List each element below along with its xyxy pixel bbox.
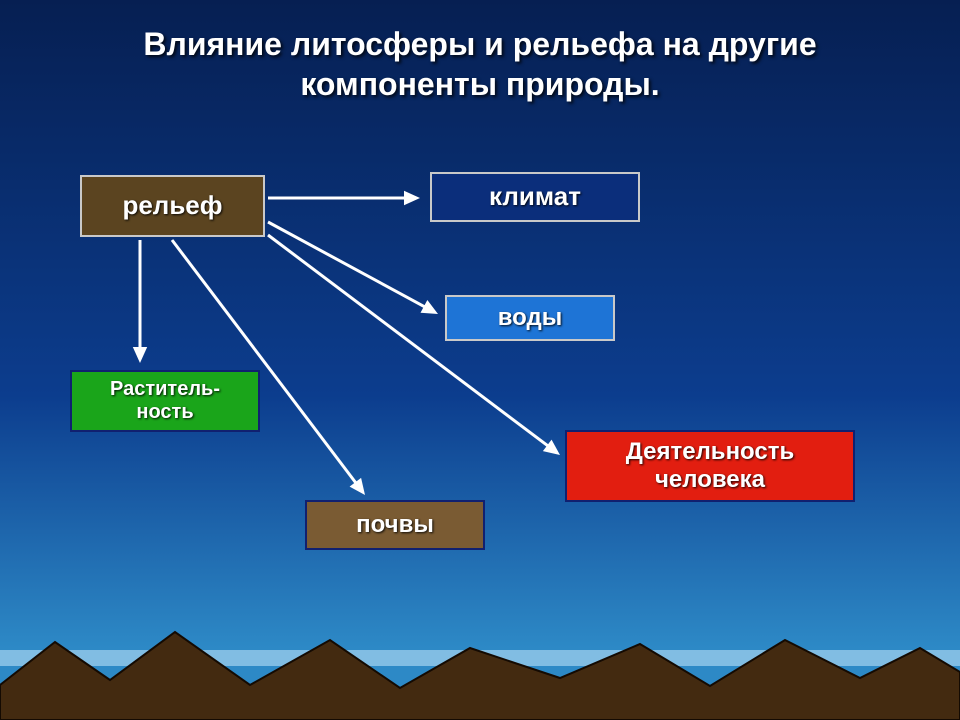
node-plants: Раститель- ность — [70, 370, 260, 432]
node-water: воды — [445, 295, 615, 341]
node-human: Деятельность человека — [565, 430, 855, 502]
node-climate: климат — [430, 172, 640, 222]
node-soil: почвы — [305, 500, 485, 550]
slide-title: Влияние литосферы и рельефа на другие ко… — [0, 24, 960, 104]
node-relief: рельеф — [80, 175, 265, 237]
